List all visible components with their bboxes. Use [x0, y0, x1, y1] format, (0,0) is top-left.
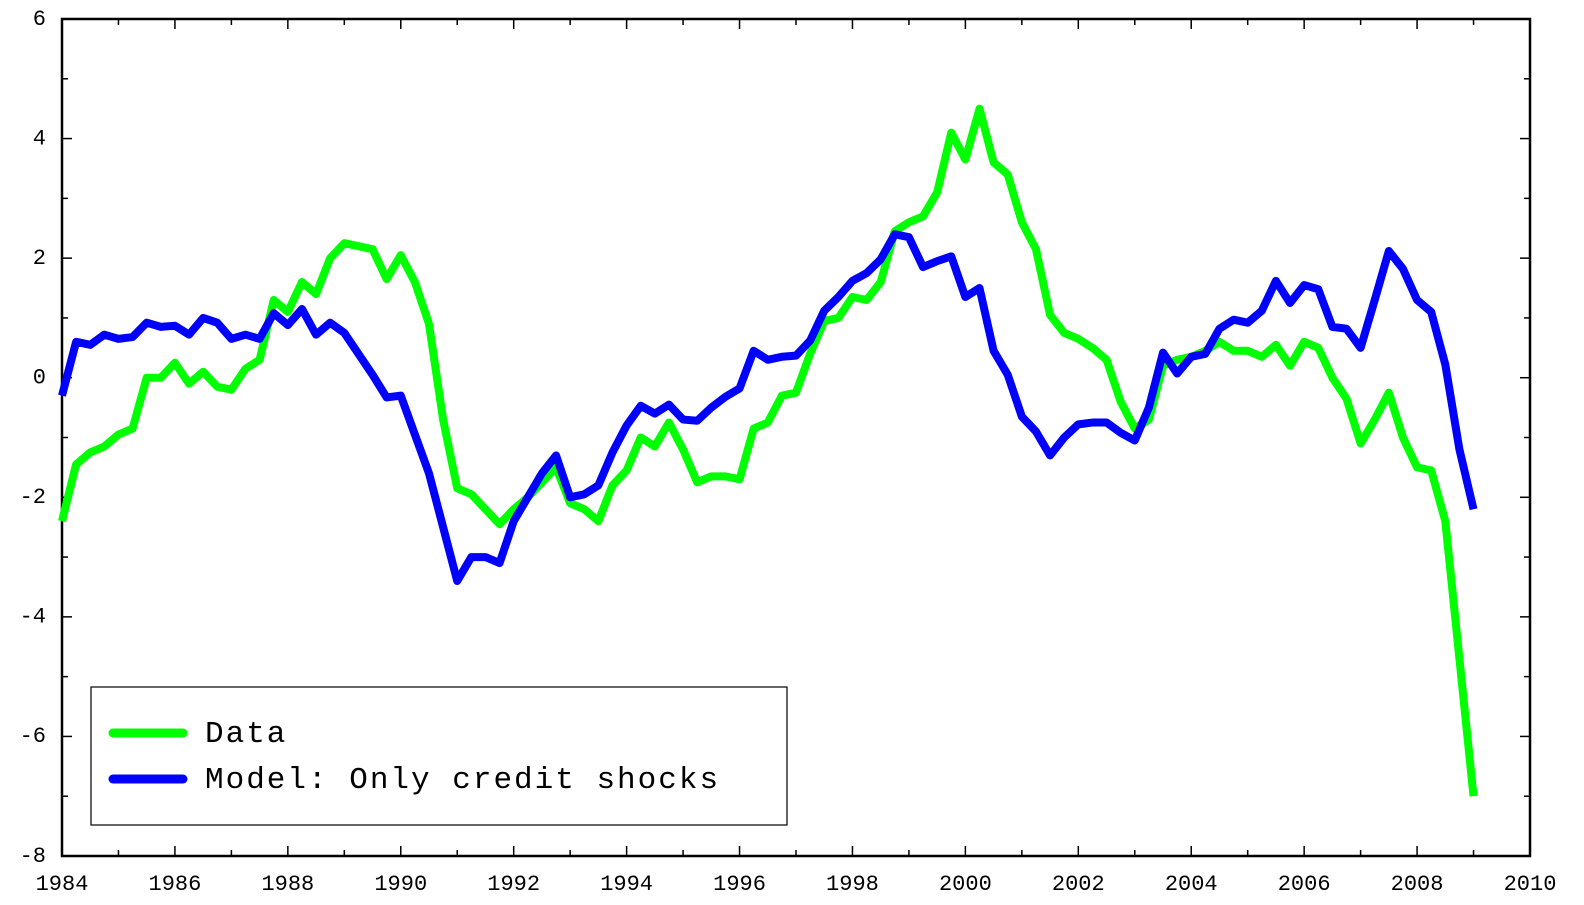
series-line	[58, 104, 1478, 797]
x-tick-label: 1996	[713, 872, 766, 897]
x-tick-label: 1998	[826, 872, 879, 897]
legend-label: Data	[205, 717, 287, 752]
y-tick-label: -6	[20, 724, 46, 749]
y-tick-label: 2	[33, 246, 46, 271]
x-tick-label: 1992	[487, 872, 540, 897]
x-tick-label: 1994	[600, 872, 653, 897]
x-tick-label: 2008	[1391, 872, 1444, 897]
x-tick-label: 2000	[939, 872, 992, 897]
series-line	[58, 230, 1478, 585]
x-tick-label: 2002	[1052, 872, 1105, 897]
x-tick-label: 1984	[36, 872, 89, 897]
y-tick-label: 6	[33, 7, 46, 32]
y-tick-label: 4	[33, 126, 46, 151]
y-tick-label: 0	[33, 366, 46, 391]
x-tick-label: 1988	[261, 872, 314, 897]
y-tick-label: -4	[20, 605, 46, 630]
legend-label: Model: Only credit shocks	[205, 763, 720, 798]
x-tick-label: 2006	[1278, 872, 1331, 897]
legend-box	[90, 686, 788, 826]
x-tick-label: 1986	[149, 872, 202, 897]
x-tick-label: 1990	[374, 872, 427, 897]
x-tick-label: 2010	[1504, 872, 1557, 897]
y-tick-label: -8	[20, 844, 46, 869]
x-tick-label: 2004	[1165, 872, 1218, 897]
y-tick-label: -2	[20, 485, 46, 510]
